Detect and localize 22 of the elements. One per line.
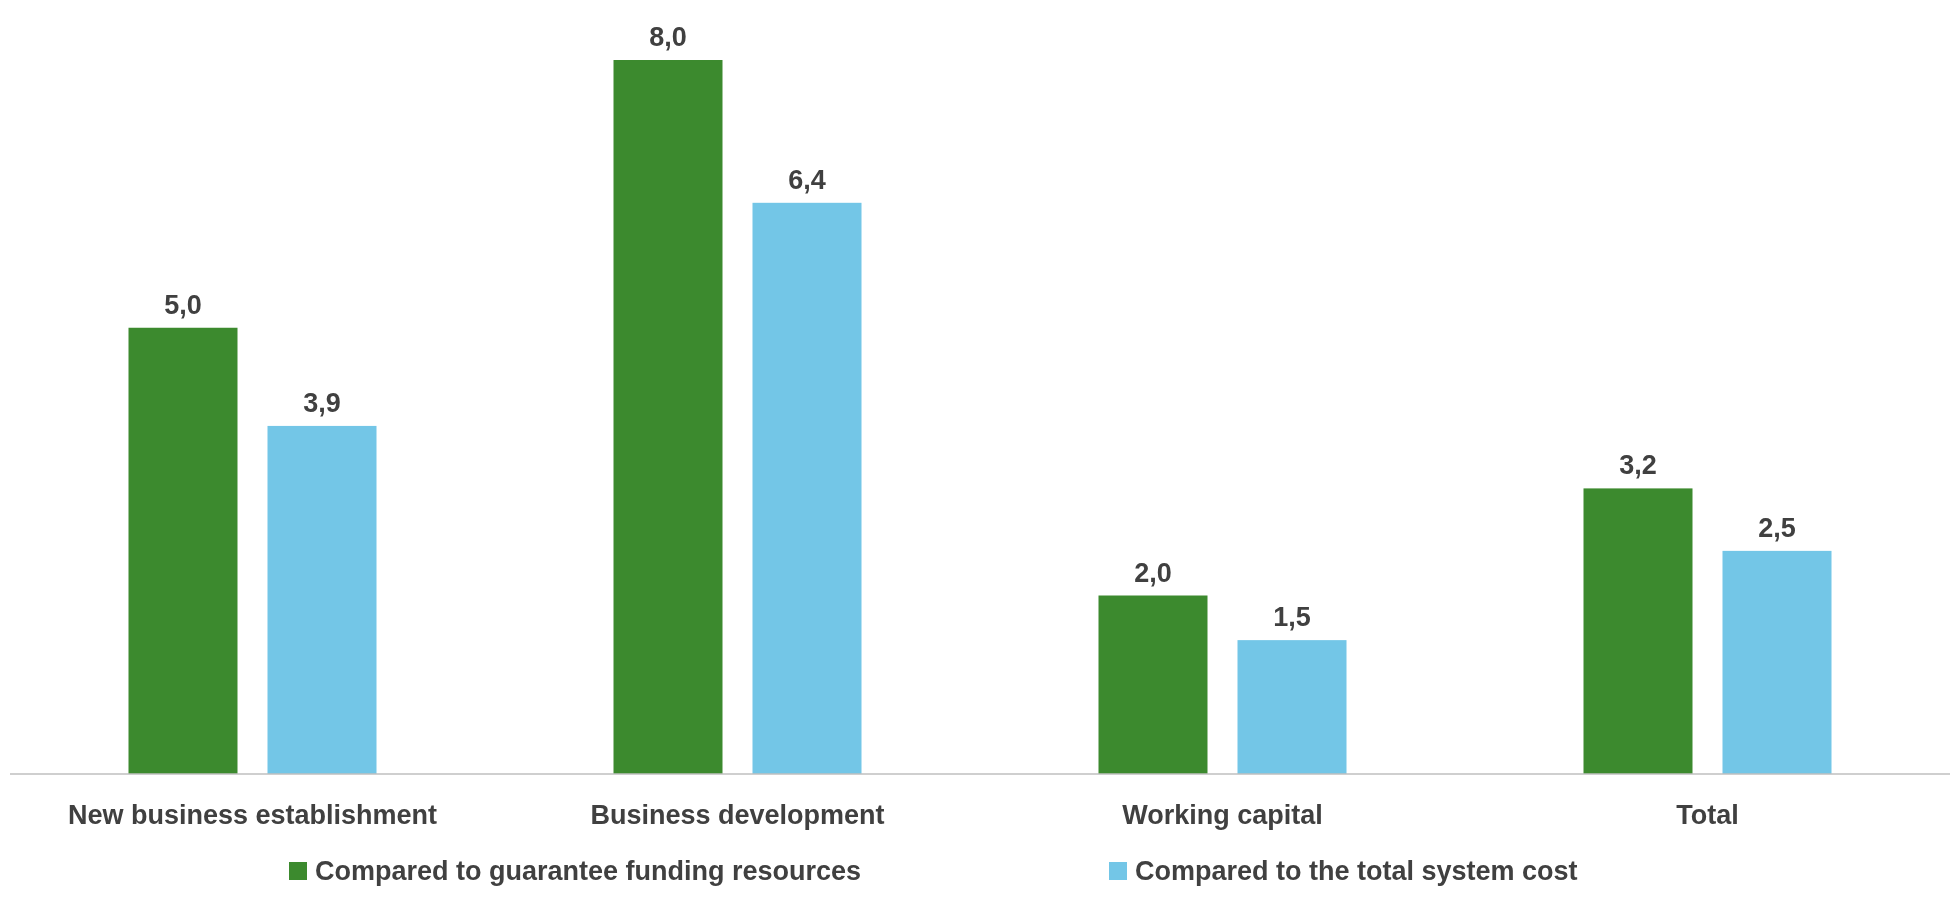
bar — [128, 327, 238, 774]
data-label: 2,0 — [1134, 557, 1172, 588]
data-label: 3,2 — [1619, 450, 1657, 481]
data-label: 5,0 — [164, 289, 202, 320]
legend-label: Compared to the total system cost — [1135, 856, 1578, 886]
x-tick-label: Business development — [590, 800, 885, 830]
bar — [1722, 550, 1832, 774]
x-tick-label: Working capital — [1122, 800, 1323, 830]
data-label: 6,4 — [788, 164, 826, 195]
bar — [267, 425, 377, 774]
bar — [1583, 488, 1693, 774]
bar — [1098, 595, 1208, 774]
data-label: 3,9 — [303, 387, 341, 418]
bar — [1237, 640, 1347, 774]
bar — [752, 202, 862, 774]
x-tick-label: New business establishment — [67, 800, 438, 830]
data-label: 1,5 — [1273, 602, 1311, 633]
legend-label: Compared to guarantee funding resources — [315, 856, 862, 886]
bar — [613, 60, 723, 774]
x-tick-label: Total — [1676, 800, 1739, 830]
data-label: 2,5 — [1758, 512, 1796, 543]
data-label: 8,0 — [649, 22, 687, 52]
